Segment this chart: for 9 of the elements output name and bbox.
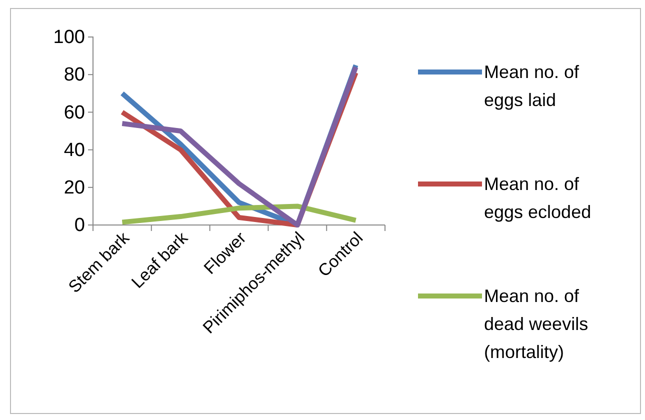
legend-label: Mean no. of dead weevils (mortality) xyxy=(484,286,588,362)
y-tick-label: 80 xyxy=(64,64,85,86)
y-tick-label: 0 xyxy=(74,215,85,236)
legend-label: Mean no. of eggs ecloded xyxy=(484,174,592,222)
y-tick-label: 60 xyxy=(64,102,85,124)
y-tick-label: 20 xyxy=(64,177,85,198)
legend-label: Mean no. of eggs laid xyxy=(484,62,580,110)
y-tick-label: 40 xyxy=(64,140,85,161)
y-tick-label: 100 xyxy=(53,27,85,48)
